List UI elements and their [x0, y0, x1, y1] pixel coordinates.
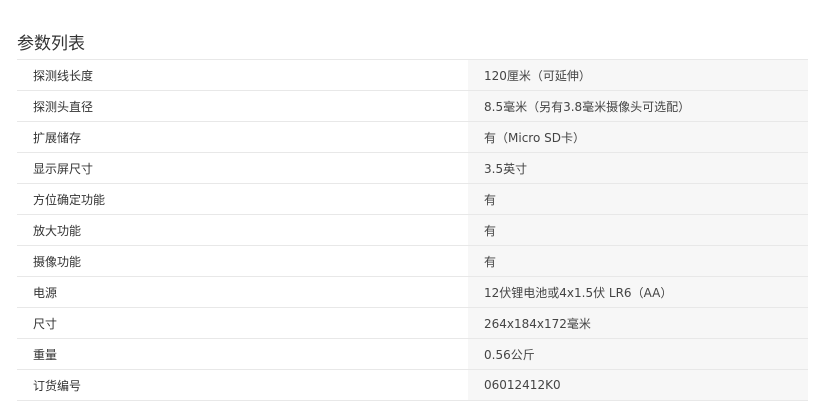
spec-label: 探测线长度	[17, 59, 468, 91]
table-row: 方位确定功能有	[17, 183, 808, 215]
table-row: 探测线长度 120厘米（可延伸）	[17, 59, 808, 91]
spec-value: 有	[468, 214, 808, 246]
spec-value: 120厘米（可延伸）	[468, 59, 808, 91]
table-row: 重量 0.56公斤	[17, 338, 808, 370]
spec-label: 订货编号	[17, 369, 468, 401]
spec-value: 有	[468, 183, 808, 215]
spec-value: 06012412K0	[468, 369, 808, 401]
spec-value: 3.5英寸	[468, 152, 808, 184]
spec-label: 电源	[17, 276, 468, 308]
spec-label: 方位确定功能	[17, 183, 468, 215]
spec-value: 8.5毫米（另有3.8毫米摄像头可选配）	[468, 90, 808, 122]
spec-value: 有（Micro SD卡）	[468, 121, 808, 153]
spec-label: 重量	[17, 338, 468, 370]
spec-value: 0.56公斤	[468, 338, 808, 370]
spec-label: 尺寸	[17, 307, 468, 339]
spec-table: 探测线长度 120厘米（可延伸） 探测头直径 8.5毫米（另有3.8毫米摄像头可选配）…	[17, 59, 808, 401]
spec-label: 摄像功能	[17, 245, 468, 277]
table-row: 订货编号 06012412K0	[17, 369, 808, 401]
section-title: 参数列表	[17, 34, 85, 54]
spec-value: 264x184x172毫米	[468, 307, 808, 339]
table-row: 显示屏尺寸 3.5英寸	[17, 152, 808, 184]
spec-label: 放大功能	[17, 214, 468, 246]
table-row: 电源 12伏锂电池或4x1.5伏 LR6（AA）	[17, 276, 808, 308]
table-row: 摄像功能有	[17, 245, 808, 277]
spec-value: 有	[468, 245, 808, 277]
spec-value: 12伏锂电池或4x1.5伏 LR6（AA）	[468, 276, 808, 308]
table-row: 放大功能有	[17, 214, 808, 246]
table-row: 扩展储存 有（Micro SD卡）	[17, 121, 808, 153]
spec-label: 扩展储存	[17, 121, 468, 153]
table-row: 尺寸 264x184x172毫米	[17, 307, 808, 339]
spec-label: 显示屏尺寸	[17, 152, 468, 184]
spec-label: 探测头直径	[17, 90, 468, 122]
table-row: 探测头直径 8.5毫米（另有3.8毫米摄像头可选配）	[17, 90, 808, 122]
